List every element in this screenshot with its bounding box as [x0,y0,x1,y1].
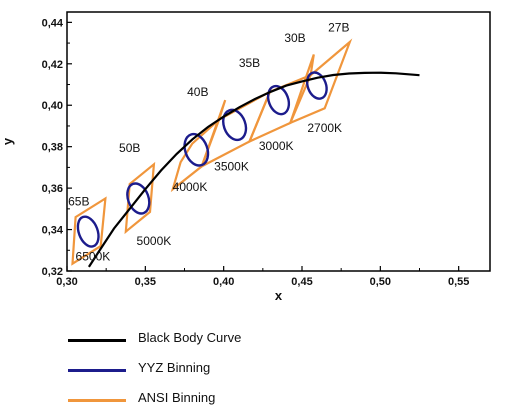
y-tick-label: 0,34 [42,225,64,237]
x-tick-label: 0,30 [56,276,77,288]
annotation-3000k: 3000K [259,139,294,153]
annotations-layer: 65B 6500K 50B 5000K 40B 4000K 3500K 3000K 35B 270… [68,21,349,264]
annotation-65b: 65B [68,195,89,209]
annotation-50b: 50B [119,141,140,155]
plot-frame [66,11,491,272]
ansi-bin-5 [288,38,353,125]
yyz-binning-layer [76,71,328,248]
y-tick-label: 0,32 [42,266,63,278]
annotation-4000k: 4000K [173,180,208,194]
x-axis-ticks: 0,30 0,35 0,40 0,45 0,50 0,55 [56,266,469,288]
annotation-5000k: 5000K [137,234,172,248]
legend-swatch-black-body-curve [68,339,126,342]
y-tick-label: 0,36 [42,183,63,195]
annotation-40b: 40B [187,85,208,99]
ansi-bin-3 [199,89,273,169]
yyz-ellipse-3 [222,108,248,142]
annotation-35b: 35B [239,56,260,70]
legend-swatch-ansi-binning [68,399,126,402]
x-tick-label: 0,50 [370,276,391,288]
legend-label-black-body-curve: Black Body Curve [138,330,242,345]
annotation-2700k: 2700K [307,121,342,135]
ansi-bin-0 [71,196,107,266]
x-axis-label: x [275,288,283,303]
annotation-6500k: 6500K [76,250,111,264]
y-axis-ticks: 0,32 0,34 0,36 0,38 0,40 0,42 0,44 [42,17,72,278]
y-axis-label: y [0,137,15,145]
x-tick-label: 0,45 [291,276,312,288]
ansi-bin-2 [170,118,221,193]
y-tick-label: 0,44 [42,17,64,29]
y-tick-label: 0,40 [42,100,63,112]
annotation-27b: 27B [328,21,349,35]
x-tick-label: 0,55 [448,276,469,288]
legend-swatch-yyz-binning [68,369,126,372]
yyz-ellipse-5 [305,71,328,100]
yyz-ellipse-2 [183,132,210,167]
yyz-ellipse-0 [76,215,100,248]
ansi-bin-4 [247,73,313,144]
yyz-ellipse-4 [266,84,291,116]
y-tick-label: 0,38 [42,142,63,154]
x-tick-label: 0,35 [135,276,156,288]
annotation-30b: 30B [284,31,305,45]
legend-label-ansi-binning: ANSI Binning [138,390,216,405]
legend-label-yyz-binning: YYZ Binning [138,360,211,375]
x-tick-label: 0,40 [213,276,234,288]
y-tick-label: 0,42 [42,59,63,71]
chart: 0,30 0,35 0,40 0,45 0,50 0,55 0,320,340,360,3… [0,11,491,303]
black-body-curve-layer [87,71,420,268]
black-body-curve [87,71,420,268]
yyz-ellipse-1 [126,182,151,215]
annotation-3500k: 3500K [214,160,249,174]
